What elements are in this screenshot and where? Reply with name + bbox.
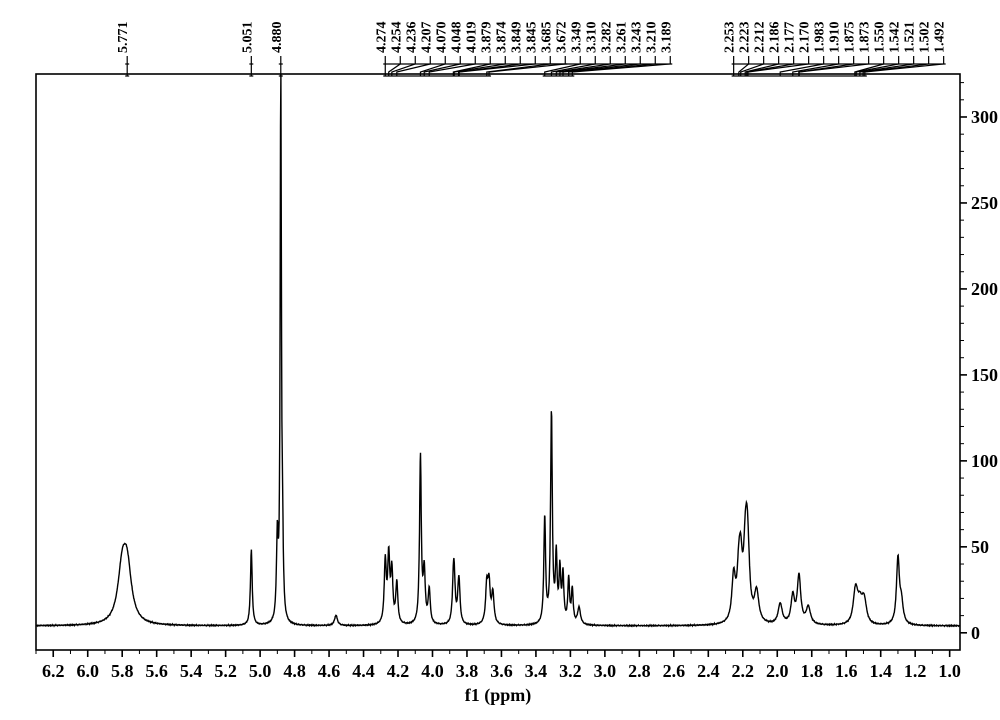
x-tick-label: 4.0 xyxy=(421,661,444,681)
spectrum-trace xyxy=(36,74,960,626)
x-tick-label: 3.0 xyxy=(594,661,617,681)
peak-label: 5.051 xyxy=(240,22,255,54)
peak-label: 1.542 xyxy=(888,22,903,54)
x-tick-label: 2.2 xyxy=(732,661,755,681)
x-tick-label: 1.6 xyxy=(835,661,858,681)
peak-label: 2.186 xyxy=(768,22,783,54)
y-tick-label: 250 xyxy=(971,193,998,213)
x-tick-label: 3.8 xyxy=(456,661,479,681)
x-tick-label: 3.2 xyxy=(559,661,582,681)
x-tick-label: 6.0 xyxy=(76,661,99,681)
x-tick-label: 2.4 xyxy=(697,661,720,681)
peak-label: 1.983 xyxy=(813,22,828,54)
peak-label: 3.879 xyxy=(479,22,494,53)
peak-label: 3.349 xyxy=(569,22,584,54)
x-tick-label: 6.2 xyxy=(42,661,65,681)
peak-label: 4.048 xyxy=(449,22,464,54)
peak-label: 1.875 xyxy=(843,22,858,54)
x-tick-label: 5.2 xyxy=(214,661,237,681)
peak-label: 2.253 xyxy=(723,22,738,54)
peak-label: 4.207 xyxy=(419,22,434,54)
peak-label: 2.212 xyxy=(753,22,768,54)
x-tick-label: 4.4 xyxy=(352,661,375,681)
x-tick-label: 5.6 xyxy=(145,661,168,681)
x-tick-label: 5.4 xyxy=(180,661,203,681)
x-tick-label: 2.8 xyxy=(628,661,651,681)
peak-label: 4.274 xyxy=(374,22,389,54)
peak-label: 2.177 xyxy=(783,22,798,54)
y-tick-label: 150 xyxy=(971,365,998,385)
peak-label: 3.845 xyxy=(524,22,539,54)
peak-label: 3.261 xyxy=(614,22,629,54)
x-tick-label: 4.8 xyxy=(283,661,306,681)
y-tick-label: 300 xyxy=(971,107,998,127)
x-tick-label: 3.4 xyxy=(525,661,548,681)
peak-label: 4.880 xyxy=(270,22,285,54)
peak-label: 1.492 xyxy=(933,22,948,54)
peak-label: 3.672 xyxy=(554,22,569,54)
nmr-spectrum-chart: 6.2 6.0 5.8 5.6 5.4 5.2 5.0 4.8 4.6 4.4 4.2 4.0 3.8 3… xyxy=(0,0,1000,720)
x-axis-title: f1 (ppm) xyxy=(465,685,532,706)
y-tick-label: 100 xyxy=(971,451,998,471)
peak-label: 3.685 xyxy=(539,22,554,54)
x-tick-label: 1.4 xyxy=(869,661,892,681)
peak-label: 3.282 xyxy=(599,22,614,54)
x-tick-label: 4.6 xyxy=(318,661,341,681)
x-tick-label: 1.8 xyxy=(800,661,823,681)
peak-label: 1.521 xyxy=(903,22,918,54)
x-tick-label: 3.6 xyxy=(490,661,513,681)
peak-label-tree: 5.771 5.051 4.880 4.2744.2544.2364.2074.070… xyxy=(116,22,947,77)
peak-label: 1.550 xyxy=(873,22,888,54)
x-tick-label: 1.2 xyxy=(904,661,927,681)
x-tick-label: 5.8 xyxy=(111,661,134,681)
peak-label: 4.070 xyxy=(434,22,449,54)
peak-label: 3.189 xyxy=(659,22,674,54)
peak-label: 3.243 xyxy=(629,22,644,54)
x-tick-label: 2.6 xyxy=(663,661,686,681)
peak-label: 2.223 xyxy=(738,22,753,54)
peak-label: 5.771 xyxy=(116,22,131,54)
peak-label: 4.236 xyxy=(404,22,419,54)
peak-label: 2.170 xyxy=(798,22,813,54)
x-tick-label: 2.0 xyxy=(766,661,789,681)
peak-label: 3.210 xyxy=(644,22,659,54)
peak-label: 1.873 xyxy=(858,22,873,54)
peak-label: 4.019 xyxy=(464,22,479,54)
x-tick-label: 1.0 xyxy=(938,661,961,681)
peak-label: 3.874 xyxy=(494,22,509,53)
y-tick-label: 50 xyxy=(971,537,989,557)
y-tick-label: 200 xyxy=(971,279,998,299)
peak-label: 3.310 xyxy=(584,22,599,54)
x-tick-label: 5.0 xyxy=(249,661,272,681)
peak-label: 4.254 xyxy=(389,22,404,54)
x-tick-label: 4.2 xyxy=(387,661,410,681)
peak-label: 3.849 xyxy=(509,22,524,54)
peak-label: 1.502 xyxy=(918,22,933,54)
plot-area xyxy=(36,74,960,650)
y-tick-label: 0 xyxy=(971,623,980,643)
peak-label: 1.910 xyxy=(828,22,843,54)
